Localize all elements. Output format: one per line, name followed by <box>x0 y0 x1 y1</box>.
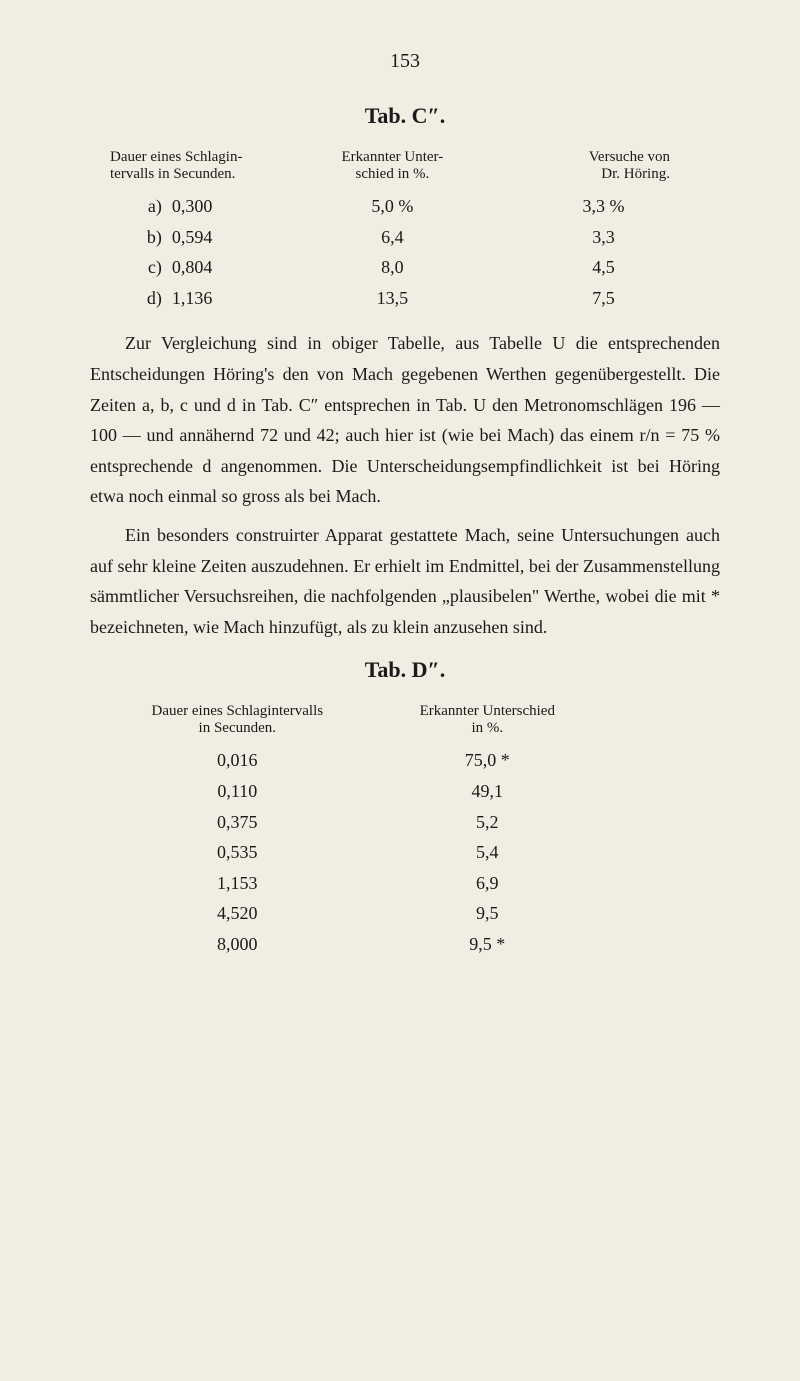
table-row: 0,535 5,4 <box>90 837 720 868</box>
tab-d-title: Tab. D″. <box>90 657 720 683</box>
paragraph-2: Ein besonders construirter Apparat gesta… <box>90 520 720 642</box>
table-row: 0,375 5,2 <box>90 807 720 838</box>
td-header-col2-l1: Erkannter Unterschied <box>355 703 620 720</box>
td-val1: 0,375 <box>90 807 355 838</box>
td-val1: 0,016 <box>90 745 355 776</box>
td-header-col1-l2: in Secunden. <box>120 720 355 737</box>
table-row: c) 0,804 8,0 4,5 <box>90 252 720 283</box>
table-row: 0,110 49,1 <box>90 776 720 807</box>
tc-val2: 13,5 <box>298 283 487 314</box>
td-val1: 0,110 <box>90 776 355 807</box>
td-val1: 1,153 <box>90 868 355 899</box>
tc-val3: 3,3 % <box>487 191 720 222</box>
td-val1: 0,535 <box>90 837 355 868</box>
td-header-col1-l1: Dauer eines Schlagintervalls <box>120 703 355 720</box>
table-row: 4,520 9,5 <box>90 898 720 929</box>
tc-label: a) <box>90 191 172 222</box>
tc-val1: 0,300 <box>172 191 298 222</box>
td-val2: 75,0 * <box>355 745 720 776</box>
tc-val1: 0,804 <box>172 252 298 283</box>
tc-val3: 4,5 <box>487 252 720 283</box>
td-header-col2-l2: in %. <box>355 720 620 737</box>
tc-label: c) <box>90 252 172 283</box>
tc-header-col1-l2: tervalls in Secunden. <box>110 166 298 183</box>
td-val1: 4,520 <box>90 898 355 929</box>
table-d-headers: Dauer eines Schlagintervalls in Secunden… <box>90 703 720 737</box>
table-row: d) 1,136 13,5 7,5 <box>90 283 720 314</box>
tc-val3: 7,5 <box>487 283 720 314</box>
tab-c-title: Tab. C″. <box>90 103 720 129</box>
tc-header-col3-l1: Versuche von <box>487 149 670 166</box>
td-val1: 8,000 <box>90 929 355 960</box>
table-row: b) 0,594 6,4 3,3 <box>90 222 720 253</box>
page-number: 153 <box>90 50 720 73</box>
tc-header-col2-l1: Erkannter Unter- <box>298 149 487 166</box>
tc-header-col3-l2: Dr. Höring. <box>487 166 670 183</box>
table-row: 8,000 9,5 * <box>90 929 720 960</box>
table-c: Dauer eines Schlagin- tervalls in Secund… <box>90 149 720 313</box>
td-val2: 5,2 <box>355 807 720 838</box>
tc-val3: 3,3 <box>487 222 720 253</box>
tc-val2: 6,4 <box>298 222 487 253</box>
td-val2: 49,1 <box>355 776 720 807</box>
paragraph-1: Zur Vergleichung sind in obiger Tabelle,… <box>90 328 720 512</box>
tc-val2: 8,0 <box>298 252 487 283</box>
table-d: Dauer eines Schlagintervalls in Secunden… <box>90 703 720 959</box>
tc-label: d) <box>90 283 172 314</box>
tc-label: b) <box>90 222 172 253</box>
td-val2: 9,5 <box>355 898 720 929</box>
td-val2: 9,5 * <box>355 929 720 960</box>
tc-val1: 0,594 <box>172 222 298 253</box>
tc-header-col2-l2: schied in %. <box>298 166 487 183</box>
tc-header-col1-l1: Dauer eines Schlagin- <box>110 149 298 166</box>
table-c-headers: Dauer eines Schlagin- tervalls in Secund… <box>90 149 720 183</box>
table-row: 0,016 75,0 * <box>90 745 720 776</box>
tc-val1: 1,136 <box>172 283 298 314</box>
td-val2: 6,9 <box>355 868 720 899</box>
tc-val2: 5,0 % <box>298 191 487 222</box>
table-row: 1,153 6,9 <box>90 868 720 899</box>
table-row: a) 0,300 5,0 % 3,3 % <box>90 191 720 222</box>
td-val2: 5,4 <box>355 837 720 868</box>
